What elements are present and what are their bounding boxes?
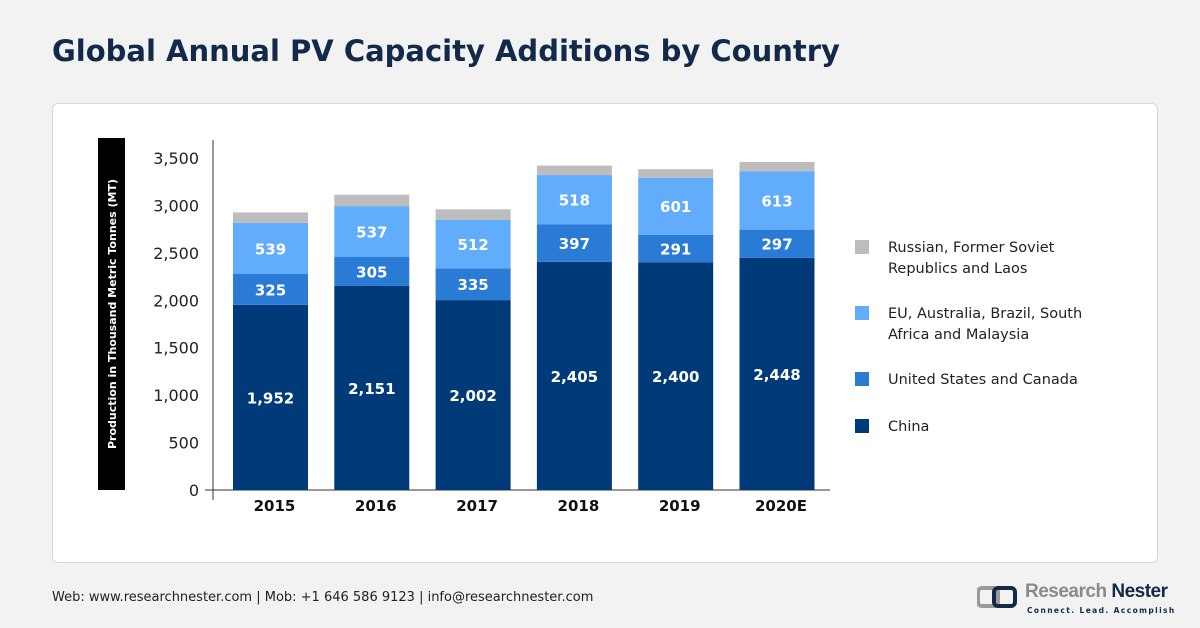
bar-segment	[233, 212, 308, 223]
data-label: 397	[559, 235, 590, 253]
logo-mark-icon	[977, 586, 1017, 608]
data-label: 2,448	[753, 366, 800, 384]
legend-swatch	[855, 419, 869, 433]
x-tick-label: 2020E	[755, 497, 807, 515]
bar-segment	[435, 268, 511, 301]
x-tick-label: 2016	[355, 497, 397, 515]
bar-segment	[739, 257, 815, 490]
data-label: 537	[356, 224, 387, 242]
bar-segment	[739, 229, 815, 258]
bar-segment	[435, 300, 511, 490]
bar-segment	[334, 206, 410, 258]
data-label: 518	[559, 192, 590, 210]
legend-label: Republics and Laos	[888, 261, 1027, 277]
bar-segment	[739, 171, 815, 230]
x-tick-label: 2017	[456, 497, 498, 515]
bar-segment	[536, 224, 612, 262]
y-axis-label-box	[98, 138, 125, 490]
logo-name: Research Nester	[1025, 581, 1168, 602]
y-axis-label: Production in Thousand Metric Tonnes (MT…	[106, 179, 119, 449]
y-tick-label: 2,000	[153, 291, 199, 310]
data-label: 2,002	[449, 387, 496, 405]
y-tick-label: 2,500	[153, 244, 199, 263]
bar-segment	[435, 209, 511, 220]
legend-swatch	[855, 306, 869, 320]
data-label: 325	[255, 281, 286, 299]
data-label: 291	[660, 241, 691, 259]
y-tick-label: 3,000	[153, 196, 199, 215]
legend-label: United States and Canada	[888, 372, 1078, 388]
data-label: 613	[761, 193, 792, 211]
y-tick-label: 1,500	[153, 339, 199, 358]
legend-swatch	[855, 240, 869, 254]
data-label: 1,952	[247, 389, 294, 407]
bar-segment	[638, 262, 714, 490]
data-label: 297	[761, 236, 792, 254]
data-label: 2,405	[551, 368, 598, 386]
legend-label: Africa and Malaysia	[888, 327, 1029, 343]
bar-segment	[536, 165, 612, 176]
bar-segment	[435, 219, 511, 269]
bar-segment	[739, 161, 815, 172]
data-label: 2,151	[348, 380, 395, 398]
bar-segment	[638, 169, 714, 178]
legend-label: China	[888, 419, 929, 435]
bar-segment	[638, 234, 714, 263]
bar-segment	[536, 261, 612, 490]
footer-contact: Web: www.researchnester.com | Mob: +1 64…	[52, 590, 594, 605]
data-label: 512	[457, 236, 488, 254]
bar-segment	[233, 304, 308, 490]
legend-swatch	[855, 372, 869, 386]
legend-label: EU, Australia, Brazil, South	[888, 306, 1082, 322]
x-tick-label: 2019	[659, 497, 701, 515]
data-label: 335	[457, 276, 488, 294]
logo-tagline: Connect. Lead. Accomplish	[1027, 606, 1176, 615]
y-tick-label: 3,500	[153, 149, 199, 168]
legend-label: Russian, Former Soviet	[888, 240, 1055, 256]
bar-segment	[334, 194, 410, 207]
bar-segment	[536, 175, 612, 225]
page-title: Global Annual PV Capacity Additions by C…	[52, 34, 840, 68]
y-tick-label: 1,000	[153, 386, 199, 405]
data-label: 2,400	[652, 368, 699, 386]
x-tick-label: 2015	[254, 497, 296, 515]
research-nester-logo: Research Nester Connect. Lead. Accomplis…	[975, 582, 1190, 622]
bar-segment	[638, 177, 714, 235]
bar-segment	[233, 222, 308, 275]
y-tick-label: 0	[189, 481, 199, 500]
x-tick-label: 2018	[558, 497, 600, 515]
bar-segment	[233, 274, 308, 305]
bar-segment	[334, 257, 410, 286]
bar-segment	[334, 285, 410, 490]
data-label: 539	[255, 240, 286, 258]
data-label: 601	[660, 198, 691, 216]
data-label: 305	[356, 263, 387, 281]
y-tick-label: 500	[168, 434, 199, 453]
